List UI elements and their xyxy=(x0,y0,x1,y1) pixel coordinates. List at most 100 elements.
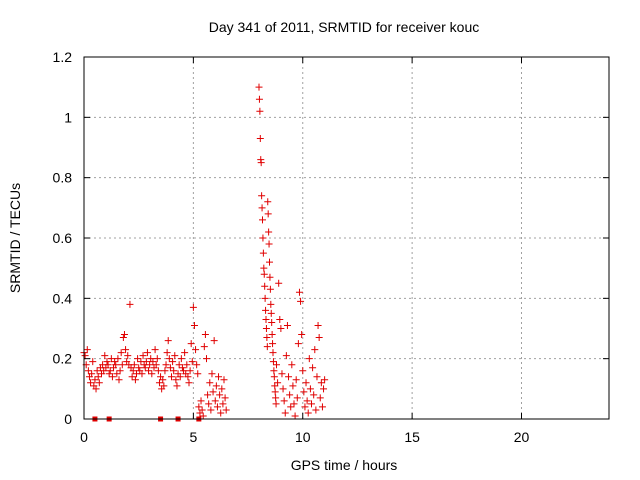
x-tick-label: 0 xyxy=(80,429,88,445)
data-point xyxy=(279,385,287,393)
data-point xyxy=(262,315,270,323)
data-point xyxy=(260,270,268,278)
data-point xyxy=(120,331,128,339)
data-point xyxy=(162,361,170,369)
data-point xyxy=(263,334,271,342)
data-point xyxy=(209,388,217,396)
data-point xyxy=(116,367,124,375)
data-points xyxy=(80,83,329,422)
y-tick-label: 0.4 xyxy=(53,290,73,306)
data-point xyxy=(216,391,224,399)
y-tick-label: 1.2 xyxy=(53,49,73,65)
data-point xyxy=(159,376,167,384)
data-point xyxy=(139,352,147,360)
data-point xyxy=(189,303,197,311)
data-point xyxy=(260,264,268,272)
data-point xyxy=(181,349,189,357)
data-point xyxy=(205,400,213,408)
data-point xyxy=(213,403,221,411)
data-point xyxy=(268,331,276,339)
data-point xyxy=(169,358,177,366)
data-point xyxy=(94,373,102,381)
data-point xyxy=(128,373,136,381)
y-tick-label: 0.6 xyxy=(53,230,73,246)
data-point xyxy=(176,373,184,381)
data-point xyxy=(186,367,194,375)
y-tick-label: 1 xyxy=(64,109,72,125)
data-point xyxy=(321,376,329,384)
data-point xyxy=(264,210,272,218)
data-point xyxy=(145,367,153,375)
data-point xyxy=(118,361,126,369)
data-point xyxy=(290,400,298,408)
data-point xyxy=(320,385,328,393)
data-point xyxy=(219,400,227,408)
data-point xyxy=(264,198,272,206)
data-point xyxy=(270,367,278,375)
data-point xyxy=(269,349,277,357)
data-point xyxy=(291,412,299,420)
data-point xyxy=(301,403,309,411)
data-point xyxy=(318,403,326,411)
data-point xyxy=(172,376,180,384)
data-point xyxy=(286,391,294,399)
data-point xyxy=(199,412,207,420)
data-point xyxy=(277,325,285,332)
data-point xyxy=(269,358,277,366)
data-point xyxy=(95,379,103,387)
data-point xyxy=(143,349,151,357)
data-point xyxy=(303,397,311,405)
data-point xyxy=(292,376,300,384)
data-point xyxy=(295,288,303,296)
data-point xyxy=(262,325,270,332)
data-point xyxy=(114,355,122,363)
x-tick-label: 20 xyxy=(514,429,530,445)
data-point xyxy=(195,403,203,411)
data-point xyxy=(106,367,114,375)
data-point xyxy=(273,361,280,369)
data-point xyxy=(171,352,179,360)
data-point xyxy=(129,367,137,375)
y-tick-label: 0.8 xyxy=(53,170,73,186)
data-point xyxy=(276,315,284,323)
data-point xyxy=(293,394,301,402)
data-point xyxy=(160,382,168,390)
data-point xyxy=(190,321,198,329)
data-point xyxy=(87,379,95,387)
data-point xyxy=(217,409,225,417)
data-point xyxy=(183,361,191,369)
data-point xyxy=(204,391,212,399)
data-point xyxy=(215,373,223,381)
data-point xyxy=(257,159,265,167)
grid-lines xyxy=(84,57,609,419)
data-point xyxy=(122,346,130,354)
data-point xyxy=(135,364,143,372)
data-point xyxy=(192,346,200,354)
y-axis-label: SRMTID / TECUs xyxy=(7,183,23,293)
data-point xyxy=(126,300,134,308)
data-point xyxy=(141,364,149,372)
data-point xyxy=(173,382,181,390)
data-point xyxy=(148,370,156,378)
data-point xyxy=(164,337,172,345)
data-point xyxy=(88,370,96,378)
data-point xyxy=(206,379,214,387)
data-point xyxy=(297,297,305,305)
data-point xyxy=(314,321,322,329)
data-point xyxy=(270,373,278,381)
data-point xyxy=(317,379,325,387)
data-point xyxy=(306,385,314,393)
data-point xyxy=(220,376,228,384)
data-point xyxy=(287,403,295,411)
data-point xyxy=(146,361,154,369)
data-point xyxy=(104,361,112,369)
data-point xyxy=(304,409,312,417)
data-point xyxy=(83,346,91,354)
data-point xyxy=(212,382,220,390)
data-point xyxy=(256,107,264,115)
data-point xyxy=(197,397,205,405)
data-point xyxy=(112,361,120,369)
data-point xyxy=(161,367,169,375)
chart-title: Day 341 of 2011, SRMTID for receiver kou… xyxy=(209,19,480,35)
y-tick-label: 0 xyxy=(64,411,72,427)
